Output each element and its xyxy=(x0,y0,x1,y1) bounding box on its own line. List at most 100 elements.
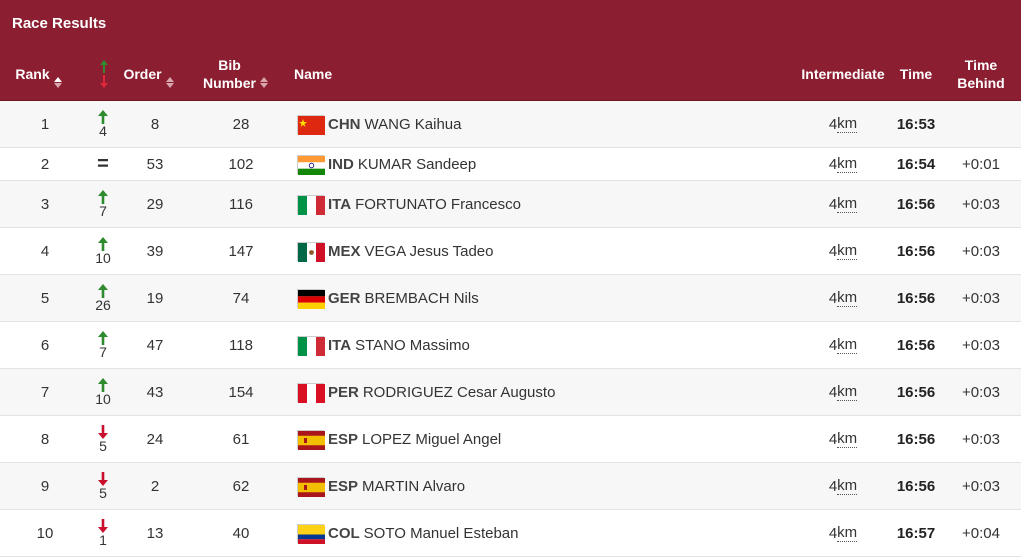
time: 16:56 xyxy=(896,336,936,354)
distance-unit[interactable]: km xyxy=(837,383,858,401)
distance-unit[interactable]: km xyxy=(837,477,858,495)
table-row[interactable]: 6 7 47 118 ITA STANO Massimo 4 km 16:56 +… xyxy=(0,322,1021,369)
arrow-up-icon xyxy=(98,190,108,204)
intermediate: 4 km xyxy=(828,336,858,354)
flag-spain-icon xyxy=(297,476,325,497)
order: 29 xyxy=(146,195,164,213)
athlete[interactable]: MEX VEGA Jesus Tadeo xyxy=(297,228,767,274)
athlete[interactable]: GER BREMBACH Nils xyxy=(297,275,767,321)
noc-code: CHN xyxy=(328,115,361,133)
distance-unit[interactable]: km xyxy=(837,242,858,260)
time-behind: +0:03 xyxy=(962,477,1000,495)
intermediate: 4 km xyxy=(828,289,858,307)
arrow-up-icon xyxy=(98,378,108,392)
arrow-up-icon xyxy=(98,237,108,251)
order: 53 xyxy=(146,155,164,173)
table-row[interactable]: 10 1 13 40 COL SOTO Manuel Esteban 4 km 1… xyxy=(0,510,1021,557)
athlete[interactable]: ESP LOPEZ Miguel Angel xyxy=(297,416,767,462)
arrow-up-icon xyxy=(98,110,108,124)
noc-code: ESP xyxy=(328,477,359,495)
rank-change-icon xyxy=(100,60,108,88)
distance-unit[interactable]: km xyxy=(837,336,858,354)
rank: 4 xyxy=(40,242,50,260)
time-behind: +0:04 xyxy=(962,524,1000,542)
athlete-name: WANG Kaihua xyxy=(364,115,462,133)
distance-unit[interactable]: km xyxy=(837,430,858,448)
rank-movement: = xyxy=(78,148,128,180)
column-movement[interactable] xyxy=(90,48,118,100)
table-row[interactable]: 9 5 2 62 ESP MARTIN Alvaro 4 km 16:56 +0:… xyxy=(0,463,1021,510)
rank: 5 xyxy=(40,289,50,307)
rank-change: 10 xyxy=(95,391,111,407)
noc-code: ITA xyxy=(328,195,352,213)
distance-unit[interactable]: km xyxy=(837,195,858,213)
column-bib-number[interactable]: Bib Number xyxy=(196,48,276,100)
time: 16:54 xyxy=(896,155,936,173)
time-behind: +0:01 xyxy=(962,155,1000,173)
athlete[interactable]: ITA STANO Massimo xyxy=(297,322,767,368)
rank-movement: 7 xyxy=(78,181,128,227)
athlete[interactable]: CHN WANG Kaihua xyxy=(297,101,767,147)
table-row[interactable]: 4 10 39 147 MEX VEGA Jesus Tadeo 4 km 16:… xyxy=(0,228,1021,275)
rank: 8 xyxy=(40,430,50,448)
time-behind: +0:03 xyxy=(962,383,1000,401)
column-bib-label: Bib Number xyxy=(203,57,256,91)
noc-code: MEX xyxy=(328,242,361,260)
distance-unit[interactable]: km xyxy=(837,524,858,542)
athlete[interactable]: ESP MARTIN Alvaro xyxy=(297,463,767,509)
athlete-name: KUMAR Sandeep xyxy=(357,155,477,173)
column-order-label: Order xyxy=(123,66,162,82)
flag-germany-icon xyxy=(297,288,325,309)
noc-code: GER xyxy=(328,289,361,307)
intermediate: 4 km xyxy=(828,477,858,495)
table-row[interactable]: 1 4 8 28 CHN WANG Kaihua 4 km 16:53 xyxy=(0,101,1021,148)
bib-number: 61 xyxy=(232,430,250,448)
time: 16:56 xyxy=(896,430,936,448)
sort-icon xyxy=(53,76,63,89)
athlete[interactable]: ITA FORTUNATO Francesco xyxy=(297,181,767,227)
athlete[interactable]: PER RODRIGUEZ Cesar Augusto xyxy=(297,369,767,415)
flag-colombia-icon xyxy=(297,523,325,544)
noc-code: COL xyxy=(328,524,360,542)
flag-peru-icon xyxy=(297,382,325,403)
rank-change: 5 xyxy=(99,485,107,501)
rank: 2 xyxy=(40,155,50,173)
table-row[interactable]: 3 7 29 116 ITA FORTUNATO Francesco 4 km 1… xyxy=(0,181,1021,228)
athlete-name: FORTUNATO Francesco xyxy=(355,195,521,213)
rank: 1 xyxy=(40,115,50,133)
bib-number: 40 xyxy=(232,524,250,542)
column-order[interactable]: Order xyxy=(118,48,180,100)
distance-unit[interactable]: km xyxy=(837,115,858,133)
rank: 7 xyxy=(40,383,50,401)
table-row[interactable]: 2 = 53 102 IND KUMAR Sandeep 4 km 16:54 +… xyxy=(0,148,1021,181)
column-rank[interactable]: Rank xyxy=(0,48,78,100)
rank-change: 4 xyxy=(99,123,107,139)
arrow-up-icon xyxy=(98,331,108,345)
bib-number: 102 xyxy=(228,155,254,173)
table-row[interactable]: 5 26 19 74 GER BREMBACH Nils 4 km 16:56 +… xyxy=(0,275,1021,322)
order: 24 xyxy=(146,430,164,448)
arrow-down-icon xyxy=(98,472,108,486)
time: 16:56 xyxy=(896,383,936,401)
distance-unit[interactable]: km xyxy=(837,155,858,173)
athlete[interactable]: COL SOTO Manuel Esteban xyxy=(297,510,767,556)
rank-movement: 1 xyxy=(78,510,128,556)
intermediate: 4 km xyxy=(828,115,858,133)
bib-number: 154 xyxy=(228,383,254,401)
table-row[interactable]: 8 5 24 61 ESP LOPEZ Miguel Angel 4 km 16:… xyxy=(0,416,1021,463)
table-row[interactable]: 7 10 43 154 PER RODRIGUEZ Cesar Augusto … xyxy=(0,369,1021,416)
athlete[interactable]: IND KUMAR Sandeep xyxy=(297,148,767,180)
time-behind: +0:03 xyxy=(962,289,1000,307)
arrow-down-icon xyxy=(98,519,108,533)
bib-number: 28 xyxy=(232,115,250,133)
time: 16:56 xyxy=(896,477,936,495)
athlete-name: RODRIGUEZ Cesar Augusto xyxy=(362,383,556,401)
sort-icon xyxy=(165,76,175,89)
distance-unit[interactable]: km xyxy=(837,289,858,307)
order: 19 xyxy=(146,289,164,307)
order: 13 xyxy=(146,524,164,542)
athlete-name: STANO Massimo xyxy=(355,336,470,354)
time: 16:56 xyxy=(896,289,936,307)
panel-title: Race Results xyxy=(0,0,1021,48)
